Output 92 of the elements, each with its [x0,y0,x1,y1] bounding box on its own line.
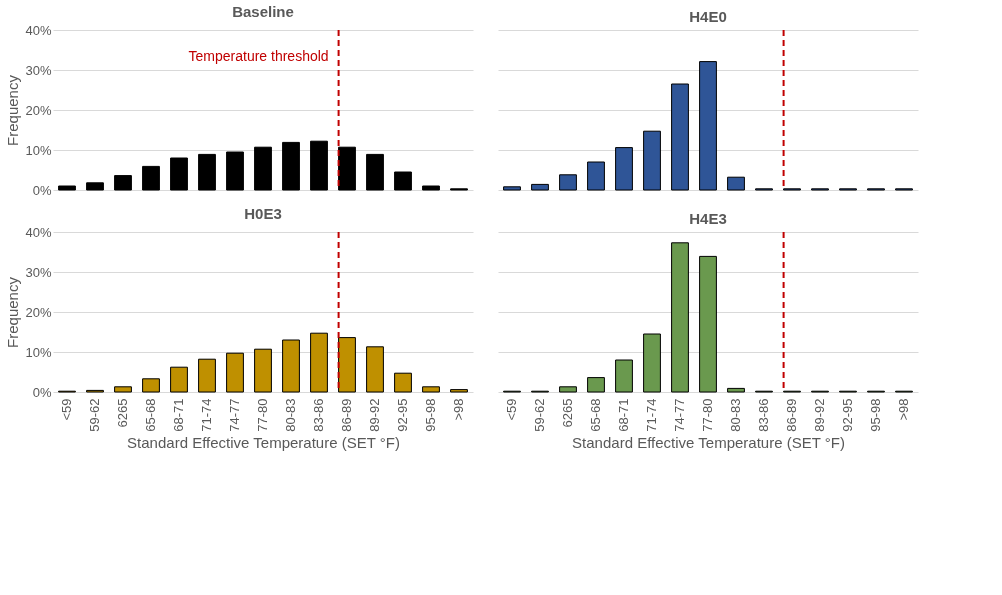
bar [394,372,412,393]
bar [587,161,605,191]
x-tick-label: 6265 [560,398,575,428]
bar [142,378,160,393]
x-tick-label: 6265 [115,398,130,428]
x-tick-label: 95-98 [423,398,438,432]
y-tick-label: 0% [32,384,52,400]
y-tick-label: 40% [25,224,52,240]
x-tick-label: 83-86 [756,398,771,432]
bar [254,348,272,393]
bar [170,157,188,191]
x-tick-label: 92-95 [395,398,410,432]
x-tick-label: <59 [504,398,519,421]
y-tick-label: 20% [25,102,52,118]
x-tick-label: 95-98 [868,398,883,432]
bar [338,337,356,393]
x-tick-label: 80-83 [283,398,298,432]
x-tick-label: 80-83 [728,398,743,432]
x-tick-label: 77-80 [255,398,270,432]
ref-line-label: Temperature threshold [188,48,329,65]
bar [142,165,160,191]
bar [643,333,661,393]
x-tick-label: 71-74 [644,398,659,432]
bar [559,386,577,393]
y-tick-label: 30% [25,264,52,280]
x-tick-label: 74-77 [227,398,242,432]
x-tick-label: 89-92 [812,398,827,432]
chart-title: H0E3 [244,205,282,222]
bar [114,175,132,191]
bar [226,151,244,191]
y-tick-label: 40% [25,22,52,38]
x-axis-title: Standard Effective Temperature (SET °F) [572,433,845,451]
chart-title: H4E3 [689,210,727,227]
bar [338,146,356,191]
bar [86,182,104,191]
bar [615,147,633,191]
chart-title: H4E0 [689,8,727,25]
bar [671,242,689,393]
bar [531,183,549,191]
x-tick-label: 86-89 [784,398,799,432]
bar [170,366,188,393]
y-tick-label: 0% [32,182,52,198]
bar [727,387,745,393]
chart-title: Baseline [232,3,294,20]
bar [226,352,244,393]
x-tick-label: 71-74 [199,398,214,432]
bar [282,339,300,393]
bar [198,358,216,393]
x-tick-label: 65-68 [143,398,158,432]
bar [310,332,328,393]
bar [310,140,328,191]
bar [643,130,661,191]
bar [58,185,76,191]
bar [282,141,300,191]
x-tick-label: 74-77 [672,398,687,432]
x-tick-label: 86-89 [339,398,354,432]
x-axis-title: Standard Effective Temperature (SET °F) [127,433,400,451]
x-tick-label: 68-71 [171,398,186,432]
bar [198,153,216,191]
x-tick-label: <59 [59,398,74,421]
bar [503,186,521,191]
bar [254,146,272,191]
x-tick-label: 65-68 [588,398,603,432]
y-axis-title: Frequency [4,74,22,146]
x-tick-label: >98 [451,398,466,421]
y-tick-label: 20% [25,304,52,320]
bar [450,389,468,393]
bar [615,359,633,393]
bar [422,386,440,393]
bar [671,83,689,191]
bar [394,171,412,191]
x-tick-label: 59-62 [532,398,547,432]
bar [699,255,717,393]
bar [366,153,384,191]
y-tick-label: 10% [25,344,52,360]
x-tick-label: 68-71 [616,398,631,432]
bar [727,176,745,191]
y-tick-label: 10% [25,142,52,158]
x-tick-label: >98 [896,398,911,421]
x-tick-label: 92-95 [840,398,855,432]
bar [699,61,717,191]
bar [114,386,132,393]
bar [587,377,605,393]
x-tick-label: 77-80 [700,398,715,432]
x-tick-label: 59-62 [87,398,102,432]
bar [559,174,577,191]
y-tick-label: 30% [25,62,52,78]
bar [366,346,384,393]
x-tick-label: 83-86 [311,398,326,432]
bar [422,185,440,191]
y-axis-title: Frequency [4,276,22,348]
x-tick-label: 89-92 [367,398,382,432]
